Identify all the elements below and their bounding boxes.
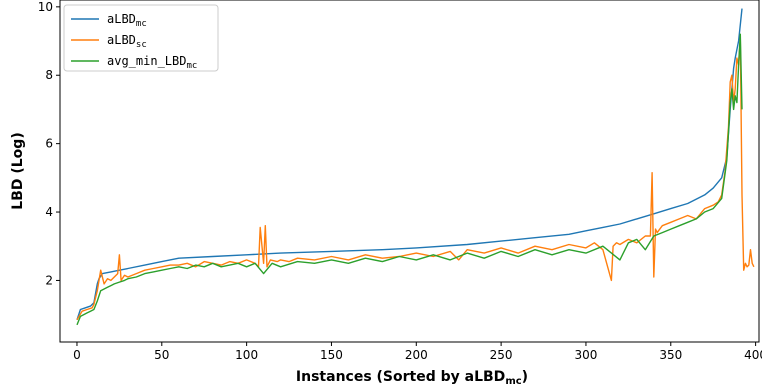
x-axis-title: Instances (Sorted by aLBDmc) — [296, 369, 528, 387]
x-tick-label: 300 — [574, 348, 597, 362]
y-axis-title: LBD (Log) — [10, 132, 26, 209]
legend-label: avg_min_LBDmc — [107, 54, 197, 71]
x-tick-label: 200 — [405, 348, 428, 362]
legend-box — [63, 4, 219, 72]
axes-layer: 0 50 100 150 200 250 300 350 400 2 4 6 8 10 — [38, 0, 762, 362]
series-line-0 — [76, 8, 743, 321]
y-tick-label: 8 — [45, 68, 53, 82]
series-line-2 — [76, 33, 743, 326]
x-tick-label: 350 — [659, 348, 682, 362]
legend-label: aLBDmc — [107, 12, 147, 29]
series-layer — [76, 8, 755, 326]
plot-frame — [59, 0, 760, 343]
x-axis-title-main: Instances (Sorted by aLBD — [296, 369, 505, 385]
y-tick-label: 10 — [38, 0, 53, 14]
legend: aLBDmc aLBDsc avg_min_LBDmc — [63, 4, 219, 72]
x-tick-label: 50 — [154, 348, 169, 362]
legend-label: aLBDsc — [107, 33, 147, 50]
x-tick-label: 250 — [490, 348, 513, 362]
y-tick-label: 6 — [45, 137, 53, 151]
x-tick-label: 400 — [744, 348, 762, 362]
x-tick-label: 100 — [235, 348, 258, 362]
x-axis-title-close: ) — [522, 369, 528, 385]
x-tick-label: 150 — [320, 348, 343, 362]
y-tick-label: 4 — [45, 205, 53, 219]
y-tick-label: 2 — [45, 273, 53, 287]
x-tick-label: 0 — [73, 348, 81, 362]
x-axis-title-sub: mc — [505, 376, 521, 387]
